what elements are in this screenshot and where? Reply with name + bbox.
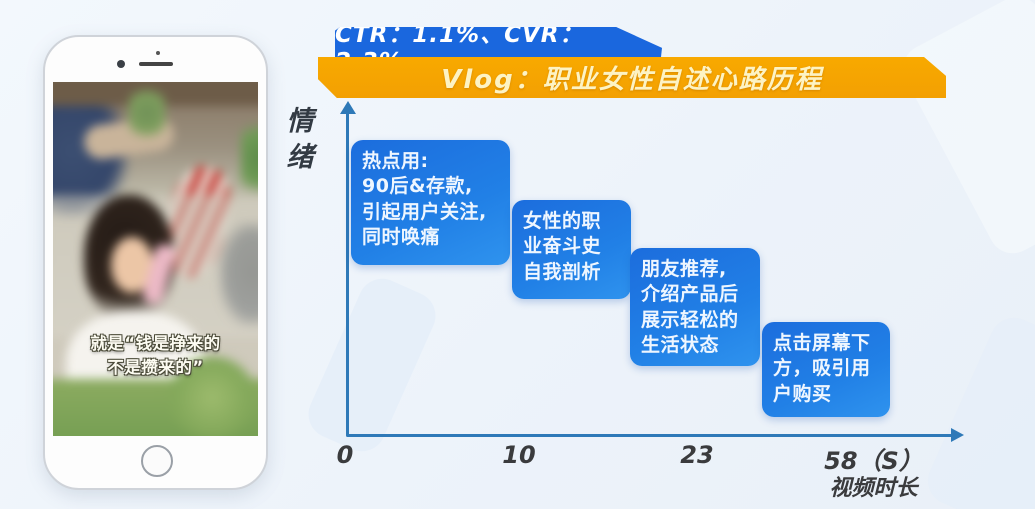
video-screenshot: 就是“钱是挣来的 不是攒来的” (53, 82, 258, 436)
annotation-box-product: 朋友推荐, 介绍产品后 展示轻松的 生活状态 (630, 248, 760, 366)
background-band (300, 271, 444, 459)
video-frame-art (53, 82, 258, 436)
earpiece-speaker (139, 62, 173, 66)
background-band (894, 0, 1035, 262)
front-camera-icon (117, 60, 125, 68)
annotation-box-cta: 点击屏幕下 方，吸引用 户购买 (762, 322, 890, 417)
proximity-sensor-dot (156, 51, 160, 55)
phone-mockup: 就是“钱是挣来的 不是攒来的” (43, 35, 268, 490)
video-subtitle-line1: 就是“钱是挣来的 (90, 334, 221, 353)
y-axis-arrow-icon (340, 101, 356, 114)
annotation-box-story: 女性的职 业奋斗史 自我剖析 (512, 200, 631, 299)
x-tick-23: 23 (680, 441, 714, 469)
video-subtitle: 就是“钱是挣来的 不是攒来的” (53, 332, 258, 380)
x-axis-title: 视频时长 (829, 476, 918, 501)
y-axis-label: 情绪 (286, 106, 314, 174)
y-axis-line (346, 112, 349, 436)
annotation-box-hook: 热点用: 90后&存款, 引起用户关注, 同时唤痛 (351, 140, 510, 265)
x-axis-arrow-icon (951, 428, 964, 442)
banner-title: Vlog：职业女性自述心路历程 (318, 57, 946, 98)
x-axis-line (346, 434, 954, 437)
home-button (141, 445, 173, 477)
video-subtitle-line2: 不是攒来的” (107, 357, 204, 377)
x-tick-10: 10 (502, 441, 536, 469)
x-tick-0: 0 (336, 441, 354, 469)
x-tick-58: 58（S） (824, 447, 923, 475)
